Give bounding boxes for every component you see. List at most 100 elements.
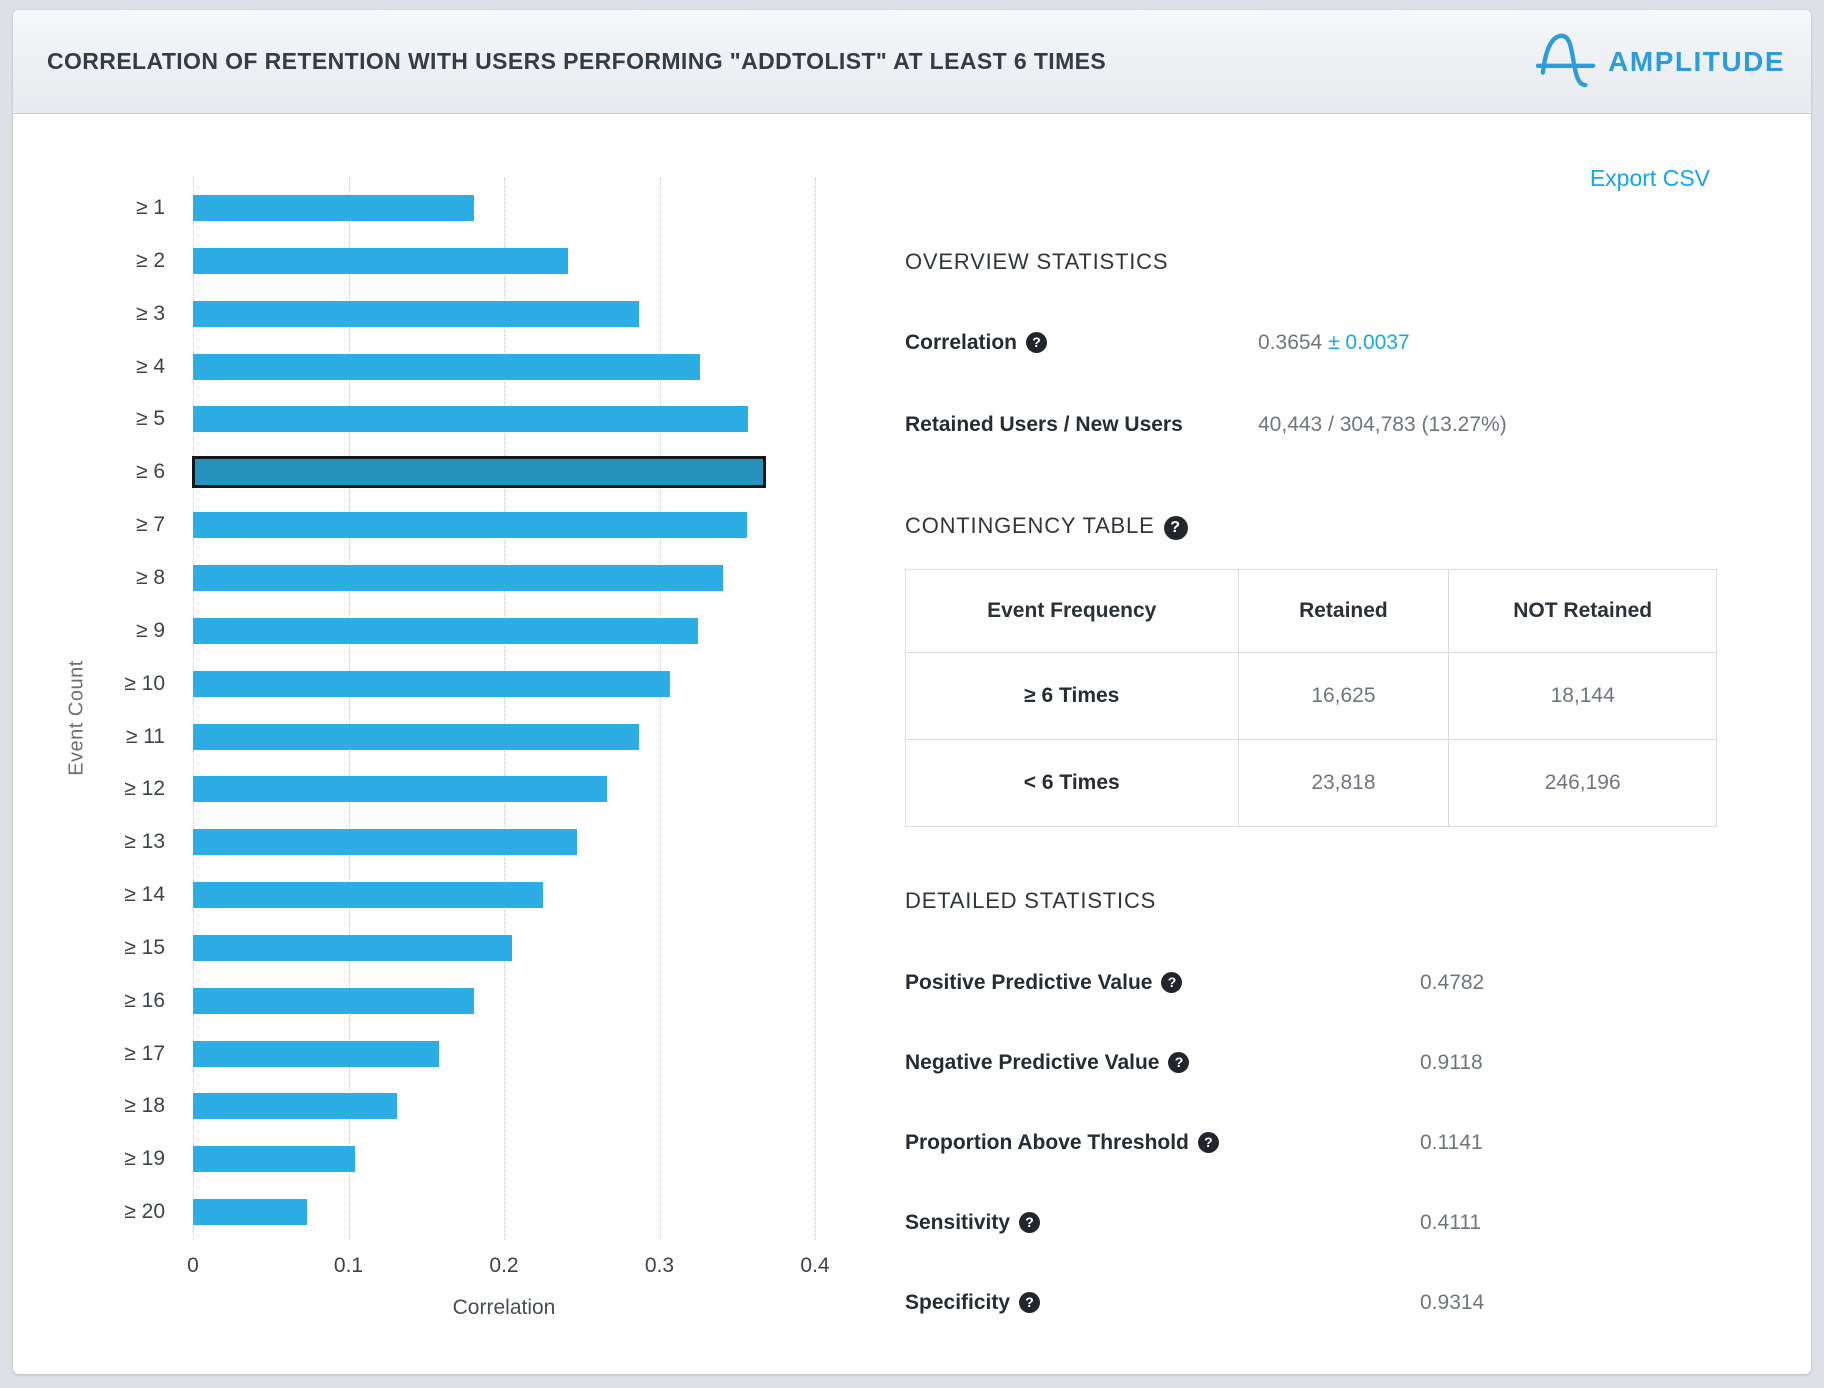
grid-line bbox=[659, 178, 661, 1240]
overview-statistics-heading-text: OVERVIEW STATISTICS bbox=[905, 249, 1169, 274]
category-label: ≥ 5 bbox=[135, 407, 165, 431]
category-label: ≥ 10 bbox=[124, 671, 165, 695]
category-label: ≥ 6 bbox=[135, 460, 165, 484]
table-row-header-cell: ≥ 6 Times bbox=[905, 652, 1239, 740]
table-cell: 18,144 bbox=[1448, 652, 1717, 740]
amplitude-logo: AMPLITUDE bbox=[1535, 10, 1785, 113]
table-header-cell: Event Frequency bbox=[905, 569, 1239, 653]
bar[interactable] bbox=[193, 1146, 355, 1173]
category-label: ≥ 1 bbox=[135, 196, 165, 219]
category-label: ≥ 8 bbox=[135, 565, 165, 589]
stat-label: Negative Predictive Value bbox=[905, 1051, 1160, 1074]
stat-row: Specificity? 0.9314 bbox=[905, 1290, 1765, 1316]
bar[interactable] bbox=[193, 195, 474, 221]
bar[interactable] bbox=[193, 776, 607, 803]
stat-value: 0.9118 bbox=[1420, 1051, 1483, 1074]
category-label: ≥ 4 bbox=[135, 354, 165, 378]
x-tick-label: 0.2 bbox=[489, 1254, 519, 1277]
stat-value: 0.9314 bbox=[1420, 1291, 1485, 1314]
bar[interactable] bbox=[193, 882, 543, 909]
stat-label: Correlation bbox=[905, 331, 1018, 354]
stat-label: Sensitivity bbox=[905, 1211, 1011, 1234]
bar[interactable] bbox=[193, 829, 577, 856]
export-csv-link[interactable]: Export CSV bbox=[1589, 165, 1710, 191]
table-cell: 16,625 bbox=[1237, 652, 1450, 740]
bar[interactable] bbox=[193, 406, 748, 433]
category-label: ≥ 12 bbox=[124, 777, 165, 801]
bar[interactable] bbox=[193, 353, 700, 380]
table-row: ≥ 6 Times 16,625 18,144 bbox=[905, 652, 1717, 740]
x-tick-label: 0.3 bbox=[644, 1254, 675, 1277]
help-icon[interactable]: ? bbox=[1197, 1132, 1219, 1153]
report-card: CORRELATION OF RETENTION WITH USERS PERF… bbox=[13, 10, 1811, 1374]
report-header: CORRELATION OF RETENTION WITH USERS PERF… bbox=[13, 10, 1811, 114]
category-label: ≥ 20 bbox=[124, 1200, 165, 1224]
help-icon[interactable]: ? bbox=[1161, 972, 1183, 993]
category-label: ≥ 11 bbox=[125, 724, 165, 748]
x-tick-label: 0.4 bbox=[800, 1254, 830, 1277]
bar[interactable] bbox=[193, 1093, 397, 1120]
stat-label: Specificity bbox=[905, 1291, 1011, 1314]
stat-value-uncertainty: ± 0.0037 bbox=[1322, 331, 1410, 354]
help-icon[interactable]: ? bbox=[1168, 1052, 1190, 1073]
category-label: ≥ 15 bbox=[124, 935, 165, 959]
stat-row: Negative Predictive Value? 0.9118 bbox=[905, 1050, 1765, 1076]
stat-value: 0.3654 ± 0.0037 bbox=[1258, 331, 1410, 354]
bar[interactable] bbox=[193, 723, 639, 750]
help-icon[interactable]: ? bbox=[1019, 1292, 1041, 1313]
stat-row: Correlation? 0.3654 ± 0.0037 bbox=[905, 330, 1765, 356]
table-row: < 6 Times 23,818 246,196 bbox=[905, 739, 1717, 827]
bar[interactable] bbox=[193, 1040, 439, 1067]
category-label: ≥ 16 bbox=[124, 988, 165, 1012]
bar[interactable] bbox=[193, 987, 474, 1014]
contingency-table: Event Frequency Retained NOT Retained ≥ 6 … bbox=[905, 569, 1717, 827]
help-icon[interactable]: ? bbox=[1163, 516, 1188, 540]
stats-panel: Export CSV OVERVIEW STATISTICS CONTINGEN… bbox=[13, 10, 1811, 1374]
table-header-cell: NOT Retained bbox=[1448, 569, 1717, 653]
stat-row: Sensitivity? 0.4111 bbox=[905, 1210, 1765, 1236]
bar[interactable] bbox=[193, 300, 639, 327]
bar[interactable] bbox=[193, 247, 568, 274]
stat-label: Proportion Above Threshold bbox=[905, 1131, 1189, 1154]
highlighted-bar[interactable] bbox=[192, 456, 766, 489]
stat-row: Retained Users / New Users 40,443 / 304,7… bbox=[905, 412, 1765, 438]
help-icon[interactable]: ? bbox=[1019, 1212, 1041, 1233]
bar[interactable] bbox=[193, 1199, 307, 1226]
table-cell: 23,818 bbox=[1237, 739, 1450, 827]
amplitude-logo-text: AMPLITUDE bbox=[1608, 45, 1785, 77]
help-icon[interactable]: ? bbox=[1026, 332, 1048, 353]
grid-line bbox=[193, 178, 194, 1240]
category-label: ≥ 7 bbox=[135, 513, 165, 537]
category-label: ≥ 3 bbox=[135, 301, 165, 325]
x-axis-label: Correlation bbox=[452, 1296, 556, 1319]
category-label: ≥ 2 bbox=[135, 248, 165, 272]
detailed-statistics-heading-text: DETAILED STATISTICS bbox=[905, 888, 1157, 913]
bar-chart: Event Count Correlation 0 0.1 0.2 0.3 0.4 ≥ 1… bbox=[13, 113, 1811, 1374]
category-label: ≥ 9 bbox=[135, 618, 165, 642]
contingency-table-heading: CONTINGENCY TABLE? bbox=[905, 512, 1188, 540]
category-label: ≥ 17 bbox=[124, 1041, 165, 1065]
bar[interactable] bbox=[193, 512, 747, 539]
category-label: ≥ 18 bbox=[124, 1094, 165, 1118]
contingency-table-heading-text: CONTINGENCY TABLE bbox=[905, 513, 1155, 538]
stat-row: Proportion Above Threshold? 0.1141 bbox=[905, 1130, 1765, 1156]
bar[interactable] bbox=[193, 670, 670, 697]
x-tick-label: 0 bbox=[187, 1254, 199, 1277]
bar[interactable] bbox=[193, 934, 512, 961]
bar[interactable] bbox=[193, 564, 723, 591]
stat-value: 40,443 / 304,783 (13.27%) bbox=[1258, 413, 1507, 436]
table-row-header-cell: < 6 Times bbox=[905, 739, 1239, 827]
grid-line bbox=[815, 178, 816, 1240]
stat-label: Positive Predictive Value bbox=[905, 971, 1153, 994]
table-cell: 246,196 bbox=[1448, 739, 1717, 827]
grid-line bbox=[348, 178, 350, 1240]
category-label: ≥ 19 bbox=[124, 1147, 165, 1171]
stat-value: 0.4782 bbox=[1420, 971, 1485, 994]
x-tick-label: 0.1 bbox=[333, 1254, 364, 1277]
detailed-statistics-heading: DETAILED STATISTICS bbox=[905, 887, 1156, 915]
stat-value: 0.1141 bbox=[1420, 1131, 1483, 1154]
table-header-cell: Retained bbox=[1237, 569, 1450, 653]
bar[interactable] bbox=[193, 617, 698, 644]
stat-label: Retained Users / New Users bbox=[905, 413, 1183, 436]
amplitude-wave-icon bbox=[1535, 30, 1598, 93]
